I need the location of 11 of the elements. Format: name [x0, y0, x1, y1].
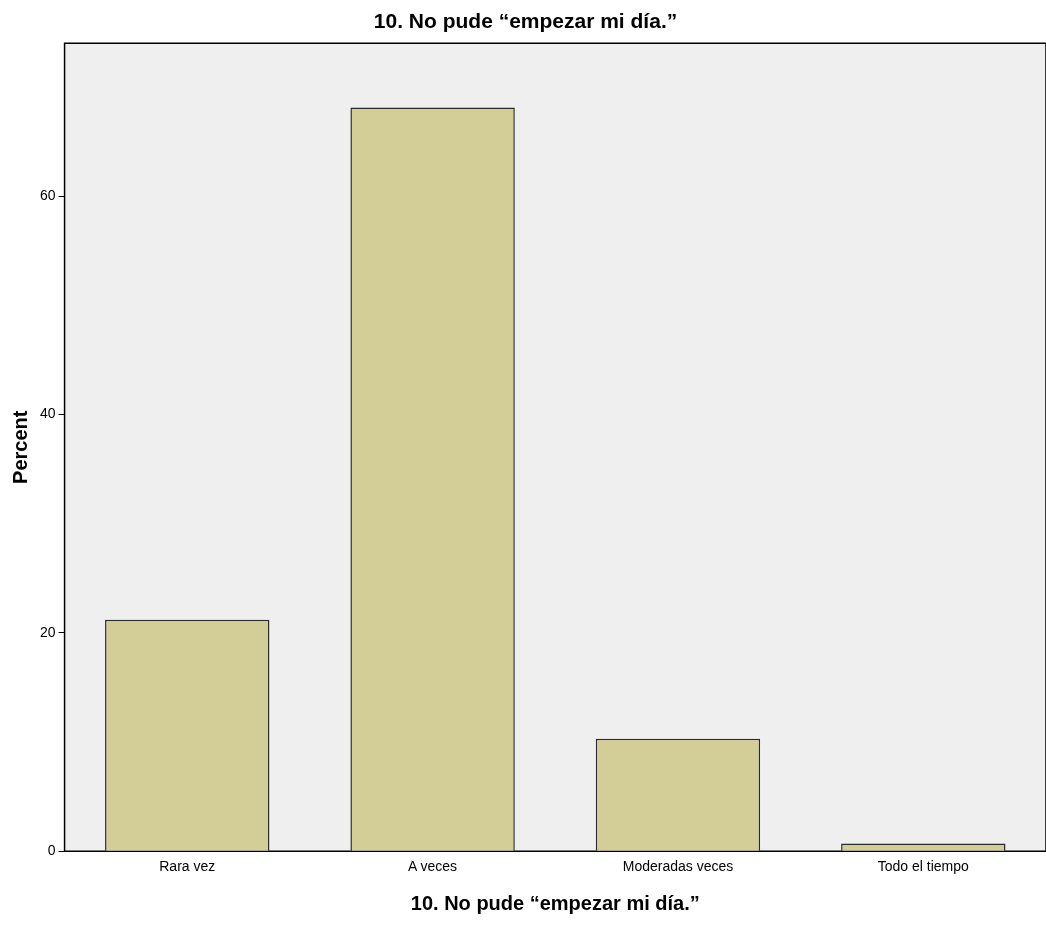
x-tick-label: A veces [408, 858, 458, 875]
y-tick-label: 40 [39, 405, 56, 422]
x-tick-label: Moderadas veces [622, 858, 734, 875]
x-tick-label: Todo el tiempo [877, 858, 970, 875]
y-tick-label: 20 [39, 623, 56, 640]
y-axis-title: Percent [8, 410, 31, 484]
y-tick-label: 60 [39, 186, 56, 203]
x-tick-label: Rara vez [159, 858, 216, 875]
chart-title: 10. No pude “empezar mi día.” [373, 9, 678, 33]
y-tick-label: 0 [47, 842, 56, 859]
x-axis-title: 10. No pude “empezar mi día.” [410, 891, 700, 914]
